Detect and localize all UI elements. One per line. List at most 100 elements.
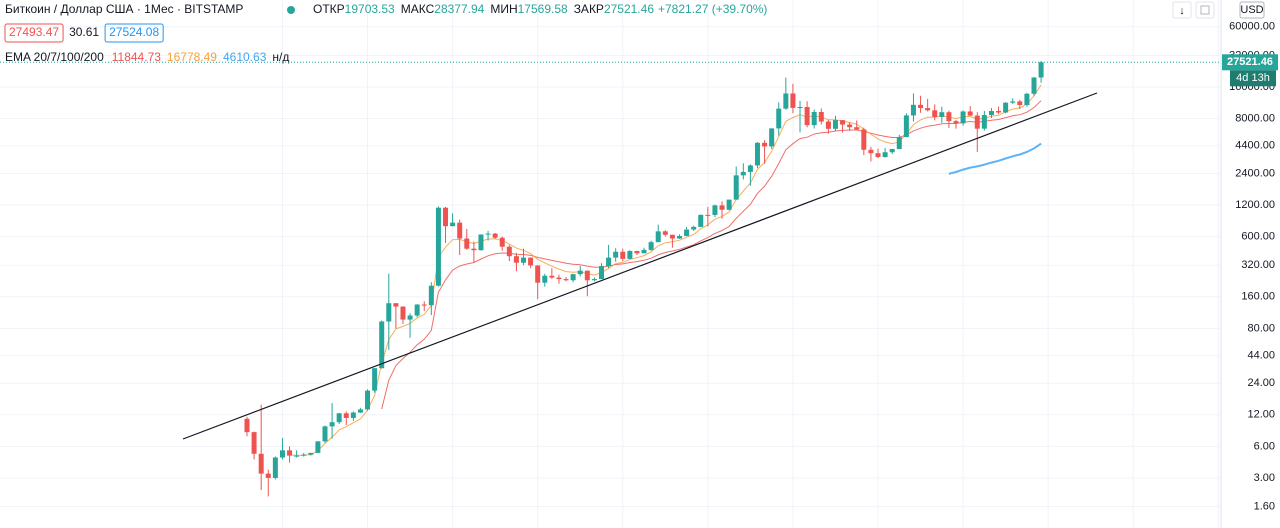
candle-body [705, 214, 711, 216]
header-text: Биткоин / Доллар США · 1Мес · BITSTAMP [5, 2, 243, 16]
candle-body [960, 111, 966, 124]
status-dot [287, 6, 295, 14]
candle-body [556, 277, 562, 280]
candle-body [719, 205, 725, 210]
currency-box[interactable] [1239, 1, 1265, 19]
candle-body [570, 274, 576, 281]
candle-body [506, 246, 512, 257]
candle-body [783, 93, 789, 109]
header-text: 27524.08 [109, 25, 159, 39]
candle-body [613, 251, 619, 258]
scroll-button[interactable] [1172, 1, 1192, 19]
candle-body [627, 251, 633, 259]
y-tick-label: 320.00 [1241, 259, 1275, 271]
countdown-label: 4d 13h [1236, 72, 1270, 84]
candle-body [485, 233, 491, 235]
candle-body [372, 368, 378, 391]
header-text: МАКС [401, 2, 435, 16]
header-text: МИН [490, 2, 517, 16]
y-tick-label: 4400.00 [1235, 140, 1275, 152]
candle-body [676, 235, 682, 239]
candle-body [1003, 102, 1009, 113]
candle-body [868, 149, 874, 154]
candle-body [726, 199, 732, 210]
candle-body [648, 242, 654, 250]
candle-body [861, 129, 867, 150]
candle-body [584, 270, 590, 281]
countdown-tag [1230, 70, 1276, 87]
header-text: 16778.49 [167, 50, 217, 64]
y-tick-label: 600.00 [1241, 230, 1275, 242]
candle-body [407, 315, 413, 320]
candle-body [684, 229, 690, 236]
candle-body [996, 110, 1002, 113]
candle-body [443, 207, 449, 227]
header-text: +7821.27 (+39.70%) [658, 2, 767, 16]
candle-body [790, 93, 796, 108]
y-tick-label: 3.00 [1254, 472, 1275, 484]
y-tick-label: 80.00 [1247, 322, 1275, 334]
candle-body [974, 115, 980, 129]
candle-body [457, 222, 463, 239]
candle-body [279, 450, 285, 458]
candle-body [939, 112, 945, 117]
candle-body [733, 175, 739, 200]
candle-body [988, 110, 994, 116]
candle-body [698, 214, 704, 227]
candle-body [435, 207, 441, 286]
candle-body [762, 142, 768, 147]
fullscreen-icon [1200, 5, 1210, 15]
trend-line [182, 92, 1098, 440]
fullscreen-button[interactable] [1195, 1, 1215, 19]
candle-body [747, 165, 753, 172]
candle-body [903, 115, 909, 138]
candle-body [882, 152, 888, 158]
candle-body [414, 304, 420, 316]
candle-body [825, 121, 831, 129]
candle-body [400, 306, 406, 320]
candle-body [549, 275, 555, 278]
header-text: ОТКР [313, 2, 345, 16]
candle-body [925, 108, 931, 111]
candle-body [329, 422, 335, 427]
candle-body [918, 104, 924, 109]
candle-body [889, 149, 895, 153]
candle-body [393, 303, 399, 307]
candle-body [1017, 101, 1023, 105]
candle-body [379, 321, 385, 369]
ema-line [289, 84, 1042, 456]
y-tick-label: 60000.00 [1229, 21, 1275, 33]
candle-body [315, 441, 321, 453]
candle-body [832, 120, 838, 129]
candle-body [450, 222, 456, 227]
candle-body [599, 266, 604, 280]
header-text: 11844.73 [112, 50, 161, 64]
candle-body [528, 257, 534, 266]
price-tag-label: 27521.46 [1227, 56, 1273, 68]
value-box [104, 23, 164, 43]
candle-body [854, 127, 860, 130]
candle-body [1024, 93, 1030, 105]
candle-body [641, 249, 647, 254]
candle-body [740, 171, 746, 176]
header-text: 17569.58 [518, 2, 568, 16]
y-tick-label: 1.60 [1254, 500, 1275, 512]
candle-body [301, 454, 307, 456]
candle-body [577, 270, 583, 275]
y-tick-label: 6.00 [1254, 440, 1275, 452]
header-text: 30.61 [69, 25, 99, 39]
candle-body [513, 256, 519, 263]
header-text: EMA 20/7/100/200 [5, 50, 104, 64]
candle-body [591, 279, 597, 281]
candle-body [428, 285, 434, 306]
candle-body [691, 226, 697, 230]
candle-body [818, 112, 824, 122]
candle-body [272, 457, 278, 478]
candle-body [847, 124, 853, 128]
candle-body [471, 248, 477, 251]
candle-body [365, 390, 371, 410]
header-text: 4610.63 [223, 50, 267, 64]
candle-body [797, 107, 803, 109]
y-tick-label: 44.00 [1247, 350, 1275, 362]
candle-body [804, 107, 810, 126]
